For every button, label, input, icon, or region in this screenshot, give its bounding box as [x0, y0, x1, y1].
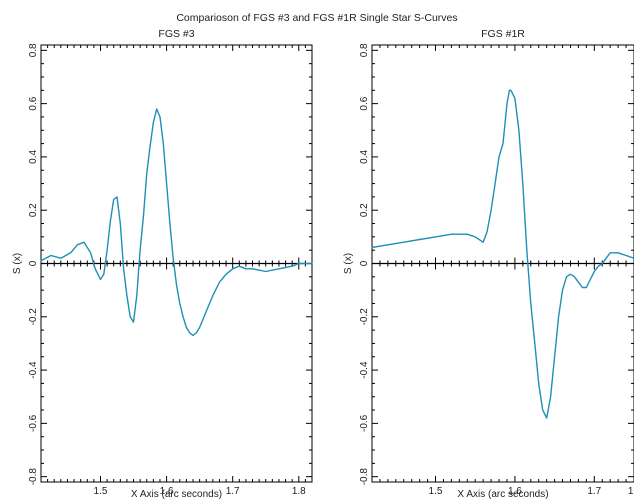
y-tick-label: -0.2	[28, 308, 39, 326]
x-tick-label: 1.	[628, 486, 634, 497]
y-tick-label: 0.8	[359, 43, 370, 57]
x-axis-label: X Axis (arc seconds)	[131, 489, 222, 500]
figure-title: Comparioson of FGS #3 and FGS #1R Single…	[176, 12, 457, 24]
y-tick-label: 0	[359, 260, 370, 266]
s-curve-line	[371, 89, 634, 419]
x-tick-label: 1.5	[429, 486, 443, 497]
y-tick-label: 0.6	[28, 96, 39, 110]
y-tick-label: -0.4	[359, 361, 370, 379]
y-tick-label: -0.6	[359, 414, 370, 432]
panel-fgs1r: FGS #1R 1.5 1.6 1.7 1. -0.8 -0.6 -0.4 -0.2 0 0.2 0.…	[343, 28, 634, 500]
x-tick-label: 1.7	[226, 486, 240, 497]
s-curve-line	[40, 108, 313, 337]
y-axis-label: S (x)	[12, 253, 23, 274]
y-tick-label: 0.8	[28, 43, 39, 57]
x-tick-label: 1.5	[94, 486, 108, 497]
y-tick-label: -0.2	[359, 308, 370, 326]
y-tick-label: 0.2	[28, 203, 39, 217]
y-tick-label: -0.4	[28, 361, 39, 379]
x-tick-label: 1.6	[508, 486, 522, 497]
x-tick-label: 1.6	[160, 486, 174, 497]
y-tick-label: 0.4	[28, 150, 39, 164]
panel-fgs3: FGS #3 1.5 1.6 1.7 1.8 -0.8 -0.6 -0.4 -0.2 0 0.2 0.…	[12, 28, 313, 500]
y-tick-label: 0.2	[359, 203, 370, 217]
panel-title: FGS #1R	[481, 28, 525, 40]
y-tick-label: -0.8	[359, 468, 370, 486]
x-axis-label: X Axis (arc seconds)	[457, 489, 548, 500]
y-tick-label: -0.8	[28, 468, 39, 486]
y-tick-label: -0.6	[28, 414, 39, 432]
y-tick-label: 0.6	[359, 96, 370, 110]
y-axis-label: S (x)	[343, 253, 354, 274]
panel-title: FGS #3	[158, 28, 194, 40]
x-tick-label: 1.8	[292, 486, 306, 497]
x-tick-label: 1.7	[587, 486, 601, 497]
y-tick-label: 0.4	[359, 150, 370, 164]
y-tick-label: 0	[28, 260, 39, 266]
